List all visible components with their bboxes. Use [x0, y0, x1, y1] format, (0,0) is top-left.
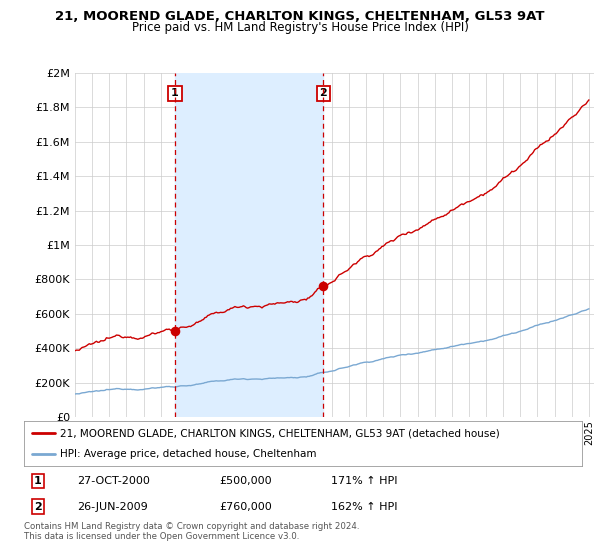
- Text: 162% ↑ HPI: 162% ↑ HPI: [331, 502, 397, 512]
- Bar: [175, 73, 323, 417]
- Text: HPI: Average price, detached house, Cheltenham: HPI: Average price, detached house, Chel…: [60, 449, 317, 459]
- Point: [319, 282, 328, 291]
- Text: 1: 1: [34, 476, 42, 486]
- Text: 21, MOOREND GLADE, CHARLTON KINGS, CHELTENHAM, GL53 9AT: 21, MOOREND GLADE, CHARLTON KINGS, CHELT…: [55, 10, 545, 23]
- Text: £760,000: £760,000: [220, 502, 272, 512]
- Text: Contains HM Land Registry data © Crown copyright and database right 2024.
This d: Contains HM Land Registry data © Crown c…: [24, 522, 359, 542]
- Point: [170, 326, 179, 335]
- Text: 27-OCT-2000: 27-OCT-2000: [77, 476, 150, 486]
- Text: 1: 1: [171, 88, 179, 99]
- Text: £500,000: £500,000: [220, 476, 272, 486]
- Text: Price paid vs. HM Land Registry's House Price Index (HPI): Price paid vs. HM Land Registry's House …: [131, 21, 469, 34]
- Text: 171% ↑ HPI: 171% ↑ HPI: [331, 476, 397, 486]
- Text: 2: 2: [319, 88, 327, 99]
- Text: 26-JUN-2009: 26-JUN-2009: [77, 502, 148, 512]
- Text: 2: 2: [34, 502, 42, 512]
- Text: 21, MOOREND GLADE, CHARLTON KINGS, CHELTENHAM, GL53 9AT (detached house): 21, MOOREND GLADE, CHARLTON KINGS, CHELT…: [60, 428, 500, 438]
